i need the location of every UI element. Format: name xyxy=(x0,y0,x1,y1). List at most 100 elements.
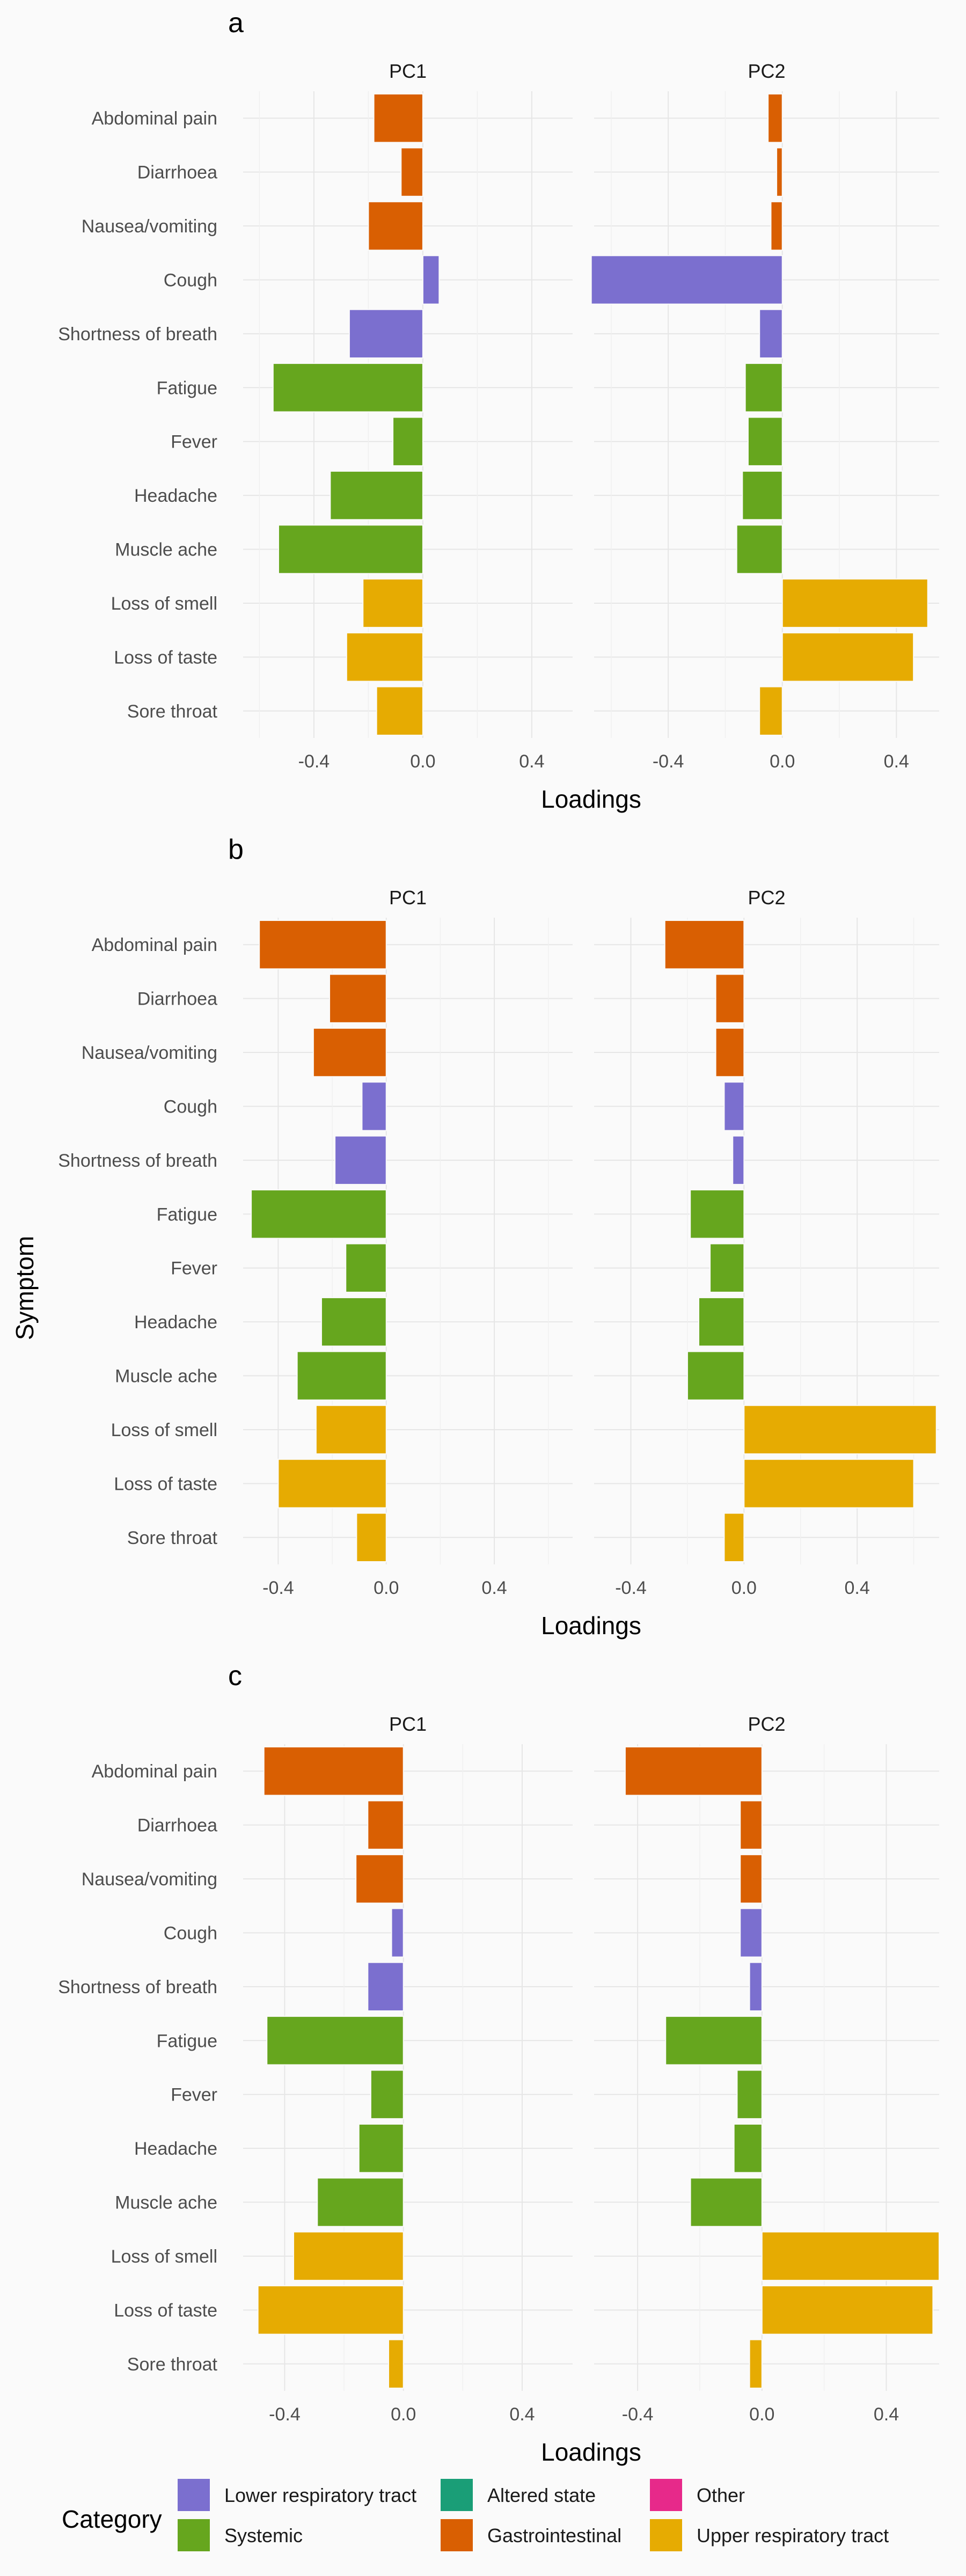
x-tick-label: 0.4 xyxy=(884,751,909,772)
bar-pc1-headache xyxy=(330,470,423,521)
x-axis-title: Loadings xyxy=(541,2438,641,2466)
bar-pc2-headache xyxy=(733,2123,763,2174)
x-tick-label: -0.4 xyxy=(298,751,330,772)
y-tick-label: Fatigue xyxy=(157,1204,217,1225)
legend-swatch xyxy=(649,2478,683,2512)
facet-pc1: PC1 -0.4 0.0 0.4 xyxy=(243,887,573,1598)
legend-label: Systemic xyxy=(224,2524,303,2546)
panel-label: c xyxy=(228,1660,242,1692)
y-tick-label: Muscle ache xyxy=(115,1366,217,1387)
facet-pc2: PC2 -0.4 0.0 0.4 xyxy=(590,60,939,772)
bar-pc1-headache xyxy=(358,2123,404,2174)
y-tick-label: Diarrhoea xyxy=(137,1816,217,1836)
facet-pc1: PC1 -0.4 0.0 0.4 xyxy=(243,60,573,772)
bar-pc2-loss-of-smell xyxy=(761,2231,940,2281)
y-tick-label: Shortness of breath xyxy=(58,324,217,345)
bar-pc1-muscle-ache xyxy=(277,524,423,574)
bar-pc1-loss-of-taste xyxy=(346,632,423,682)
legend-item-lower-respiratory-tract: Lower respiratory tract xyxy=(177,2478,416,2512)
x-tick-label: 0.4 xyxy=(845,1578,870,1598)
bar-pc1-muscle-ache xyxy=(317,2177,404,2227)
x-tick-label: -0.4 xyxy=(262,1578,294,1598)
bar-pc1-cough xyxy=(422,255,440,305)
bar-pc2-nausea-vomiting xyxy=(740,1854,763,1904)
bar-pc2-fever xyxy=(736,2069,763,2119)
bar-pc1-fever xyxy=(345,1243,387,1293)
x-tick-label: 0.4 xyxy=(519,751,544,772)
bar-pc2-abdominal-pain xyxy=(664,920,745,970)
facet-pc2: PC2 -0.4 0.0 0.4 xyxy=(594,887,939,1598)
bar-pc2-fever xyxy=(747,416,783,466)
y-tick-label: Loss of taste xyxy=(114,2300,217,2321)
bar-pc2-muscle-ache xyxy=(736,524,783,574)
y-tick-label: Fatigue xyxy=(157,378,217,398)
bar-pc2-loss-of-smell xyxy=(781,578,928,628)
bar-pc1-diarrhoea xyxy=(367,1800,404,1850)
y-tick-label: Shortness of breath xyxy=(58,1151,217,1171)
y-tick-label: Nausea/vomiting xyxy=(82,1869,217,1890)
y-tick-label: Headache xyxy=(134,1312,217,1333)
legend-swatch xyxy=(649,2518,683,2552)
bar-pc2-muscle-ache xyxy=(686,1351,745,1401)
bar-pc2-shortness-of-breath xyxy=(759,309,783,359)
y-tick-label: Muscle ache xyxy=(115,540,217,560)
bar-pc2-loss-of-taste xyxy=(743,1459,914,1509)
bar-pc2-sore-throat xyxy=(723,1512,745,1562)
bar-pc1-nausea-vomiting xyxy=(312,1027,387,1078)
bar-pc1-fatigue xyxy=(272,363,423,413)
x-tick-label: 0.0 xyxy=(410,751,435,772)
y-tick-label: Nausea/vomiting xyxy=(82,1043,217,1063)
bar-pc1-fever xyxy=(392,416,423,466)
y-tick-label: Cough xyxy=(164,1096,217,1117)
bar-pc1-sore-throat xyxy=(356,1512,387,1562)
x-tick-label: -0.4 xyxy=(622,2404,654,2425)
y-tick-label: Sore throat xyxy=(127,1528,218,1548)
bar-pc1-cough xyxy=(391,1908,404,1958)
bar-pc2-shortness-of-breath xyxy=(732,1135,745,1185)
y-tick-label: Cough xyxy=(164,1923,217,1943)
x-tick-label: 0.4 xyxy=(874,2404,899,2425)
legend-swatch xyxy=(440,2518,474,2552)
panels-container: a Abdominal pain Diarrhoea Nausea/vomiting C… xyxy=(58,8,940,2466)
facet-label: PC2 xyxy=(748,60,785,82)
bar-pc2-cough xyxy=(590,255,783,305)
y-tick-label: Loss of taste xyxy=(114,1474,217,1494)
bar-pc2-fatigue xyxy=(744,363,783,413)
legend-swatch xyxy=(177,2518,211,2552)
x-tick-label: 0.4 xyxy=(481,1578,507,1598)
y-tick-label: Nausea/vomiting xyxy=(82,216,217,237)
facet-label: PC2 xyxy=(748,887,785,909)
legend-label: Gastrointestinal xyxy=(487,2524,621,2546)
bar-pc2-fatigue xyxy=(690,1189,745,1239)
x-tick-label: 0.4 xyxy=(509,2404,535,2425)
legend-title: Category xyxy=(62,2505,162,2533)
bar-pc2-fatigue xyxy=(665,2016,763,2066)
x-tick-label: 0.0 xyxy=(731,1578,757,1598)
legend: Category Lower respiratory tract Altered … xyxy=(62,2478,889,2552)
bar-pc2-shortness-of-breath xyxy=(749,1962,763,2012)
legend-label: Other xyxy=(697,2484,745,2506)
bar-pc1-diarrhoea xyxy=(400,147,423,197)
y-tick-label: Sore throat xyxy=(127,701,218,722)
bar-pc2-nausea-vomiting xyxy=(715,1027,745,1078)
bar-pc1-diarrhoea xyxy=(329,974,387,1023)
bar-pc2-sore-throat xyxy=(759,686,783,736)
facet-label: PC1 xyxy=(389,60,427,82)
bar-pc1-loss-of-smell xyxy=(293,2231,404,2281)
x-tick-label: -0.4 xyxy=(653,751,684,772)
bar-pc2-loss-of-taste xyxy=(781,632,914,682)
bar-pc2-headache xyxy=(698,1297,745,1347)
bar-pc1-fatigue xyxy=(266,2016,404,2066)
bar-pc1-headache xyxy=(320,1297,387,1347)
bar-pc2-diarrhoea xyxy=(776,147,783,197)
bar-pc2-diarrhoea xyxy=(740,1800,763,1850)
bar-pc1-muscle-ache xyxy=(296,1351,387,1401)
y-tick-label: Diarrhoea xyxy=(137,163,217,183)
y-tick-label: Sore throat xyxy=(127,2354,218,2375)
facet-label: PC2 xyxy=(748,1713,785,1735)
legend-item-upper-respiratory-tract: Upper respiratory tract xyxy=(649,2518,889,2552)
panel-c: c Abdominal pain Diarrhoea Nausea/vomiting C… xyxy=(58,1660,940,2466)
y-tick-label: Cough xyxy=(164,270,217,290)
x-tick-label: 0.0 xyxy=(391,2404,416,2425)
